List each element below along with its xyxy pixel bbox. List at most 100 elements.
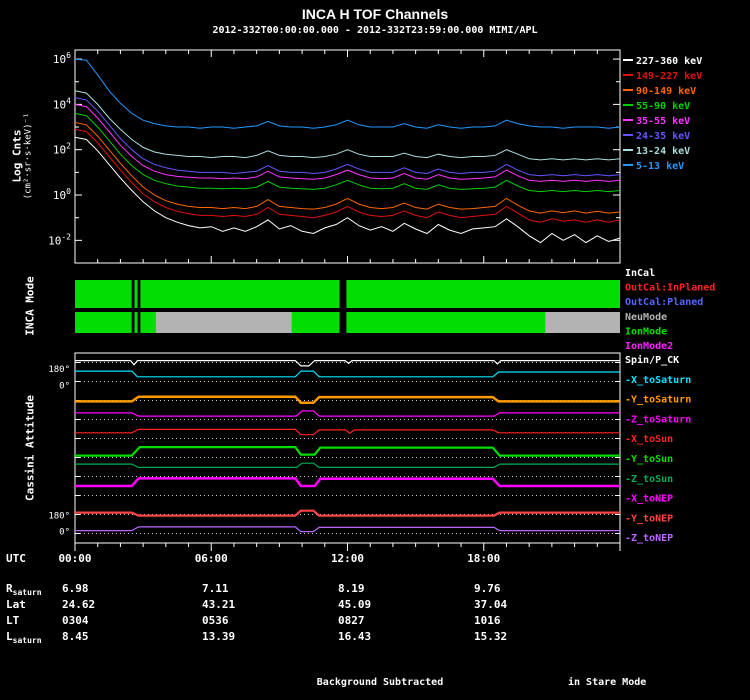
chart-subtitle: 2012-332T00:00:00.000 - 2012-332T23:59:0…: [212, 25, 538, 36]
table-value-r1-c0: 24.62: [62, 598, 96, 611]
mode-segment-ionmode: [140, 312, 156, 333]
counts-y-tick-label: 106: [53, 51, 71, 66]
table-value-r3-c1: 13.39: [202, 630, 236, 643]
attitude-series-z-tosaturn: [75, 410, 620, 417]
series-35-55-kev: [74, 103, 621, 182]
attitude-series-z-tosun: [75, 462, 620, 468]
counts-legend-label-13-24-kev: 13-24 keV: [636, 146, 690, 157]
attitude-y-tick-label: 180°: [48, 365, 70, 375]
counts-y-tick-label: 10-2: [48, 232, 71, 247]
table-value-r0-c3: 9.76: [474, 582, 501, 595]
attitude-series-y-tosaturn: [75, 395, 620, 405]
series-90-149-kev: [74, 122, 621, 214]
mode-segment-ionmode: [134, 312, 138, 333]
attitude-series-spin-p-ck: [75, 360, 620, 367]
series-227-360-kev: [74, 136, 621, 244]
mode-legend-label-incal: InCal: [625, 268, 655, 279]
mode-segment-off: [131, 312, 135, 333]
attitude-legend-label-z-tosun: -Z_toSun: [625, 474, 673, 485]
table-value-r0-c0: 6.98: [62, 582, 89, 595]
attitude-legend-label-x-tonep: -X_toNEP: [625, 494, 673, 505]
mode-segment-ionmode: [75, 280, 132, 308]
attitude-series-x-tonep: [75, 477, 620, 488]
attitude-series-y-tosun: [75, 446, 620, 457]
counts-legend-label-5-13-kev: 5-13 keV: [636, 161, 684, 172]
table-value-r1-c3: 37.04: [474, 598, 508, 611]
attitude-legend-label-y-tosun: -Y_toSun: [625, 454, 673, 465]
table-value-r0-c2: 8.19: [338, 582, 365, 595]
inca-mode-panel-label: INCA Mode: [23, 276, 37, 336]
table-value-r0-c1: 7.11: [202, 582, 229, 595]
table-value-r3-c0: 8.45: [62, 630, 89, 643]
attitude-series-x-tosaturn: [75, 370, 620, 378]
page-title: INCA H TOF Channels: [301, 6, 449, 22]
attitude-series-z-tonep: [75, 526, 620, 533]
mode-segment-ionmode: [140, 280, 340, 308]
counts-legend-label-90-149-kev: 90-149 keV: [636, 86, 696, 97]
table-value-r2-c2: 0827: [338, 614, 365, 627]
mode-legend-label-ionmode: IonMode: [625, 326, 667, 337]
mode-segment-ionmode: [291, 312, 340, 333]
attitude-panel-label: Cassini Attitude: [23, 395, 37, 501]
counts-y-tick-label: 102: [53, 142, 71, 157]
footer-note-background: Background Subtracted: [316, 677, 444, 688]
table-value-r1-c1: 43.21: [202, 598, 236, 611]
attitude-legend-label-x-tosaturn: -X_toSaturn: [625, 375, 691, 386]
attitude-series-x-tosun: [75, 428, 620, 436]
mode-segment-off: [339, 312, 347, 333]
table-value-r2-c0: 0304: [62, 614, 89, 627]
x-tick-label-12-00: 12:00: [330, 552, 365, 565]
mode-segment-ionmode: [346, 280, 620, 308]
x-tick-label-18-00: 18:00: [467, 552, 501, 565]
footer-note-staremode: in Stare Mode: [568, 677, 647, 688]
counts-panel-frame: [74, 49, 621, 264]
series-24-35-kev: [74, 97, 621, 177]
table-row-label-lsaturn: Lsaturn: [6, 630, 42, 646]
mode-legend-label-outcal-inplaned: OutCal:InPlaned: [625, 283, 715, 294]
table-value-r2-c1: 0536: [202, 614, 229, 627]
mode-segment-ionmode: [346, 312, 546, 333]
table-value-r1-c2: 45.09: [338, 598, 372, 611]
y-axis-title-line1: Log Cnts: [10, 129, 24, 183]
counts-y-tick-label: 100: [53, 187, 71, 202]
table-value-r3-c3: 15.32: [474, 630, 508, 643]
x-tick-label-06-00: 06:00: [194, 552, 228, 565]
attitude-legend-label-y-tonep: -Y_toNEP: [625, 513, 673, 524]
counts-legend-label-149-227-kev: 149-227 keV: [636, 71, 702, 82]
y-axis-title-counts: Log Cnts (cm²·sr·s·keV)⁻¹: [11, 113, 34, 200]
mode-segment-off: [339, 280, 347, 308]
counts-legend-label-24-35-kev: 24-35 keV: [636, 131, 690, 142]
mode-legend-label-ionmode2: IonMode2: [625, 341, 673, 352]
mode-segment-neumode: [545, 312, 620, 333]
counts-legend-label-227-360-kev: 227-360 keV: [636, 56, 702, 67]
attitude-y-tick-label: 0°: [59, 528, 70, 538]
mode-legend-label-neumode: NeuMode: [625, 312, 667, 323]
table-value-r3-c2: 16.43: [338, 630, 372, 643]
mode-segment-off: [137, 280, 141, 308]
table-value-r2-c3: 1016: [474, 614, 501, 627]
attitude-legend-label-z-tosaturn: -Z_toSaturn: [625, 414, 691, 425]
x-tick-label-00-00: 00:00: [58, 552, 92, 565]
mode-legend-label-outcal-planed: OutCal:Planed: [625, 297, 703, 308]
attitude-y-tick-label: 180°: [48, 511, 70, 521]
table-row-label-lat: Lat: [6, 598, 26, 611]
mode-segment-off: [137, 312, 141, 333]
counts-legend-label-55-90-kev: 55-90 keV: [636, 101, 690, 112]
y-axis-title-units: (cm²·sr·s·keV)⁻¹: [23, 112, 34, 200]
attitude-legend-label-spin-p-ck: Spin/P_CK: [625, 354, 679, 366]
attitude-series-y-tonep: [75, 509, 620, 517]
table-row-label-lt: LT: [6, 614, 20, 627]
series-5-13-kev: [74, 58, 621, 129]
x-axis-label-utc: UTC: [6, 552, 26, 565]
mode-segment-ionmode: [75, 312, 132, 333]
table-row-label-rsaturn: Rsaturn: [6, 582, 42, 598]
mode-segment-neumode: [155, 312, 292, 333]
series-55-90-kev: [74, 112, 621, 193]
attitude-legend-label-y-tosaturn: -Y_toSaturn: [625, 395, 691, 406]
series-13-24-kev: [74, 90, 621, 161]
attitude-y-tick-label: 0°: [59, 381, 70, 391]
counts-y-tick-label: 104: [53, 96, 71, 111]
counts-legend-label-35-55-kev: 35-55 keV: [636, 116, 690, 127]
